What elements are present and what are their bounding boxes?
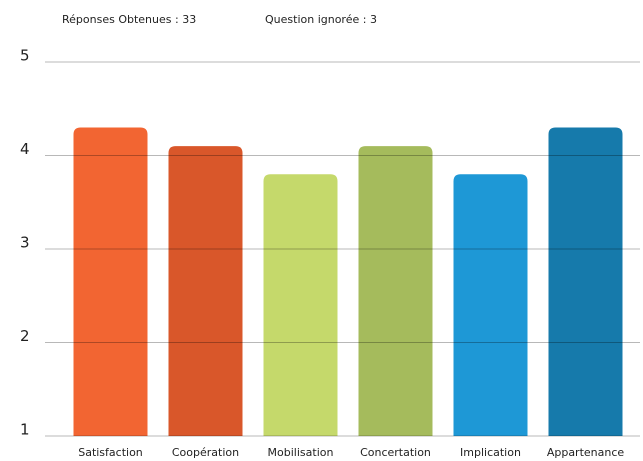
x-tick-label: Appartenance [547,446,625,459]
bar [453,174,528,436]
bar [548,127,623,436]
x-tick-label: Satisfaction [78,446,143,459]
annotation: Réponses Obtenues : 33 [62,13,196,26]
x-tick-label: Concertation [360,446,431,459]
y-tick-label: 1 [20,421,30,439]
x-tick-label: Coopération [172,446,239,459]
bar [168,146,243,436]
bar [263,174,338,436]
y-tick-label: 4 [20,140,30,158]
y-tick-label: 2 [20,327,30,345]
y-tick-label: 5 [20,47,30,65]
x-tick-label: Implication [460,446,521,459]
x-tick-label: Mobilisation [268,446,334,459]
bar [73,127,148,436]
y-tick-label: 3 [20,234,30,252]
annotation: Question ignorée : 3 [265,13,377,26]
bar [358,146,433,436]
